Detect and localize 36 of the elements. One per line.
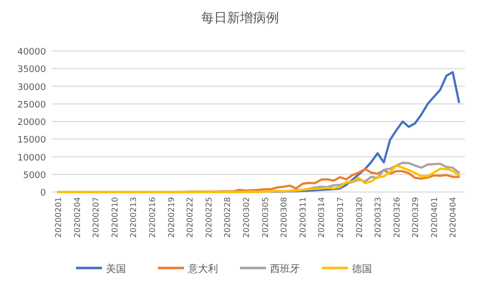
x-tick-label: 20200308: [280, 197, 289, 238]
y-tick-label: 10000: [17, 153, 46, 164]
y-tick-label: 30000: [17, 82, 46, 93]
y-tick-label: 25000: [17, 100, 46, 110]
x-tick-label: 20200201: [54, 197, 63, 238]
x-tick-label: 20200311: [298, 197, 308, 238]
x-tick-label: 20200401: [430, 197, 439, 238]
y-tick-label: 5000: [23, 170, 46, 181]
y-tick-label: 40000: [17, 48, 46, 58]
y-tick-label: 0: [40, 188, 46, 198]
x-tick-label: 20200219: [166, 197, 176, 238]
x-tick-label: 20200314: [317, 197, 326, 238]
x-tick-label: 20200302: [242, 197, 251, 238]
y-tick-label: 20000: [17, 118, 46, 128]
y-tick-label: 15000: [17, 136, 46, 146]
x-tick-label: 20200323: [374, 197, 383, 238]
x-tick-label: 20200320: [354, 197, 364, 238]
x-tick-label: 20200404: [448, 197, 458, 238]
x-tick-label: 20200222: [186, 197, 195, 238]
legend-label: 美国: [106, 263, 126, 275]
x-tick-label: 20200207: [92, 197, 101, 238]
legend-label: 意大利: [187, 263, 218, 275]
x-tick-label: 20200216: [148, 197, 157, 238]
x-tick-label: 20200213: [129, 197, 138, 238]
legend-label: 德国: [352, 264, 372, 275]
x-tick-label: 20200326: [392, 197, 402, 238]
legend-label: 西班牙: [270, 263, 300, 275]
x-tick-label: 20200210: [110, 197, 120, 238]
chart-title: 每日新增病例: [201, 11, 279, 26]
x-tick-label: 20200305: [260, 197, 270, 238]
x-tick-label: 20200329: [411, 197, 420, 238]
y-tick-label: 35000: [17, 65, 46, 76]
x-tick-label: 20200317: [336, 197, 345, 238]
x-tick-label: 20200228: [223, 197, 232, 238]
x-tick-label: 20200204: [72, 197, 82, 238]
x-tick-label: 20200225: [204, 197, 214, 238]
